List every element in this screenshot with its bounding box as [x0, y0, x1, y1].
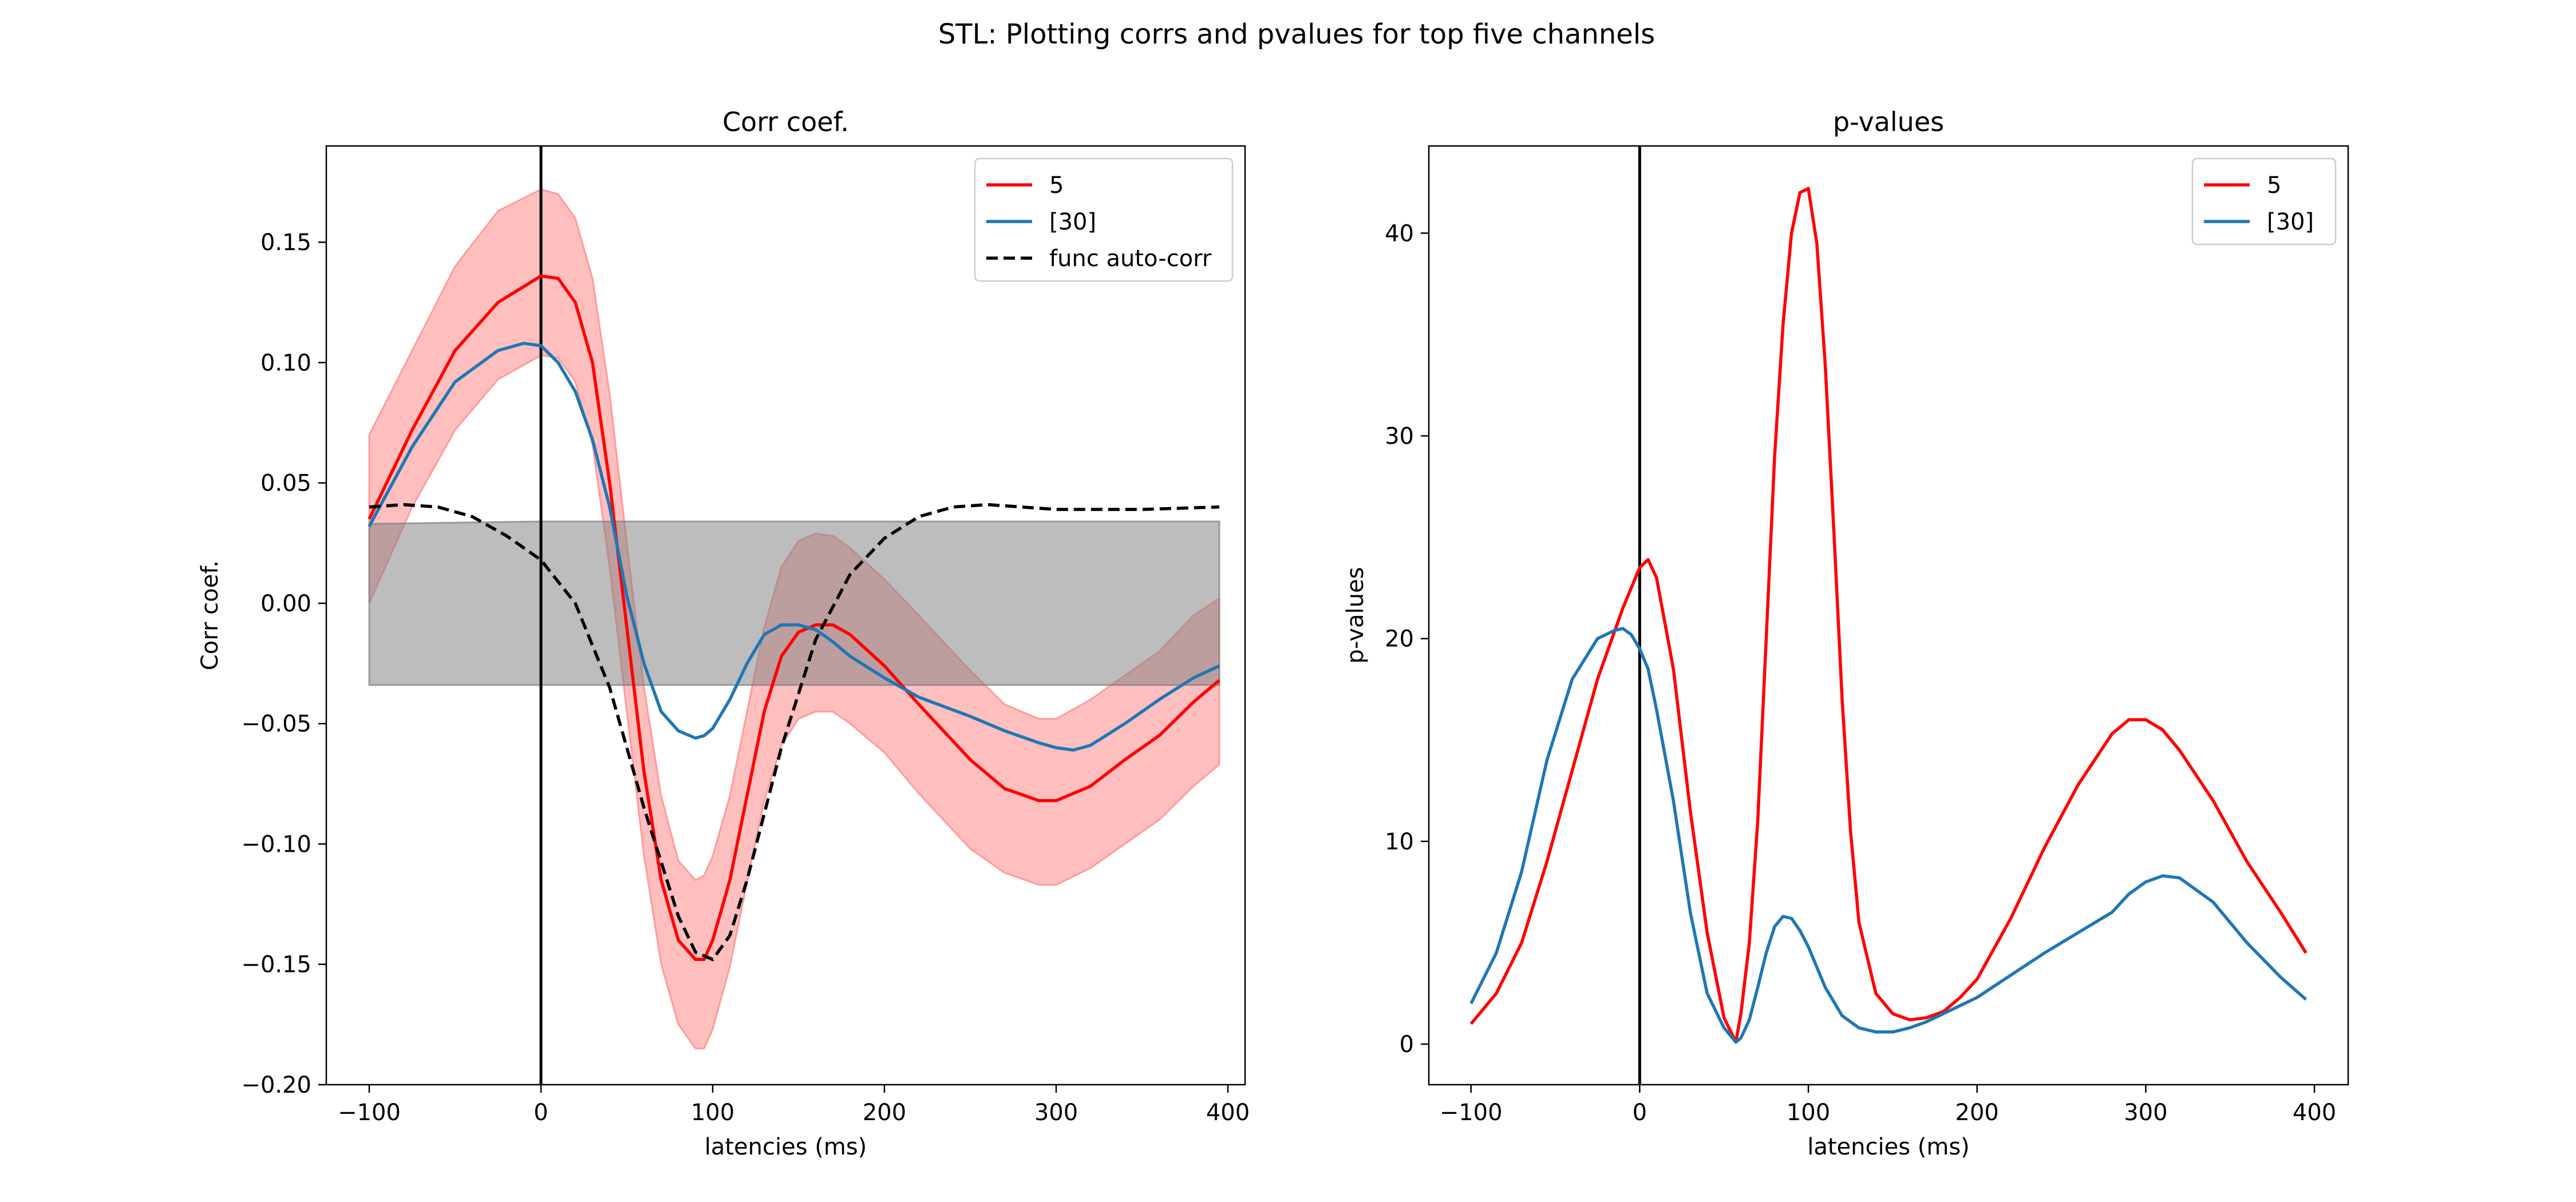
x-tick-label: 200 [1955, 1100, 1999, 1126]
y-tick-label: 40 [1385, 220, 1414, 247]
x-tick-label: 400 [2293, 1100, 2336, 1126]
axes-title: Corr coef. [722, 106, 849, 137]
axes-title: p-values [1833, 106, 1944, 137]
y-tick-label: 0.00 [260, 591, 311, 617]
x-tick-label: 300 [1034, 1100, 1078, 1126]
y-tick-label: 0 [1400, 1031, 1414, 1058]
plot-area [1469, 146, 2308, 1085]
x-tick-label: −100 [1440, 1100, 1503, 1126]
legend-label-2: func auto-corr [1049, 246, 1212, 272]
y-tick-label: −0.05 [241, 711, 311, 737]
legend: 5 [30] func auto-corr [974, 157, 1234, 282]
plot-area [368, 146, 1220, 1085]
legend-label-1: [30] [2267, 209, 2314, 235]
y-tick-label: −0.15 [241, 952, 311, 978]
x-tick-label: 0 [534, 1100, 548, 1126]
axes-frame [1428, 145, 2349, 1086]
legend-label-0: 5 [1049, 172, 1064, 199]
x-tick-label: 200 [863, 1100, 906, 1126]
axes-frame [325, 145, 1246, 1086]
legend-label-1: [30] [1049, 209, 1096, 235]
x-tick-label: 100 [1787, 1100, 1830, 1126]
confidence-band-1 [368, 520, 1220, 686]
series-line-1 [1469, 627, 2308, 1044]
legend-box [2191, 157, 2337, 246]
x-tick-label: 300 [2124, 1100, 2167, 1126]
x-axis-label: latencies (ms) [705, 1134, 867, 1160]
corr-coef-panel: −100 0 100 200 300 400 −0.20 −0.15 −0.10 −0.05 0.0… [197, 106, 1250, 1160]
y-tick-label: 20 [1385, 626, 1414, 653]
series-line-2 [369, 503, 1220, 962]
y-axis-label: Corr coef. [197, 560, 223, 670]
y-tick-label: 0.15 [260, 230, 311, 256]
legend: 5 [30] [2191, 157, 2337, 246]
series-line-0 [1469, 187, 2308, 1044]
x-tick-label: −100 [338, 1100, 401, 1126]
series-line-0 [368, 274, 1220, 962]
y-tick-label: −0.20 [241, 1072, 311, 1098]
legend-label-0: 5 [2267, 172, 2281, 199]
x-tick-label: 0 [1633, 1100, 1647, 1126]
x-tick-label: 100 [691, 1100, 734, 1126]
y-tick-label: −0.10 [241, 831, 311, 857]
y-tick-label: 0.05 [260, 470, 311, 497]
y-tick-label: 0.10 [260, 350, 311, 376]
figure-suptitle: STL: Plotting corrs and pvalues for top … [938, 18, 1655, 50]
x-axis-label: latencies (ms) [1807, 1134, 1970, 1160]
y-tick-label: 30 [1385, 424, 1414, 450]
y-tick-label: 10 [1385, 829, 1414, 855]
x-tick-label: 400 [1206, 1100, 1250, 1126]
legend-box [974, 157, 1234, 282]
series-line-1 [368, 342, 1220, 752]
y-axis-label: p-values [1342, 567, 1369, 664]
p-values-panel: −100 0 100 200 300 400 0 10 20 30 40 p-values latenc… [1342, 106, 2349, 1160]
